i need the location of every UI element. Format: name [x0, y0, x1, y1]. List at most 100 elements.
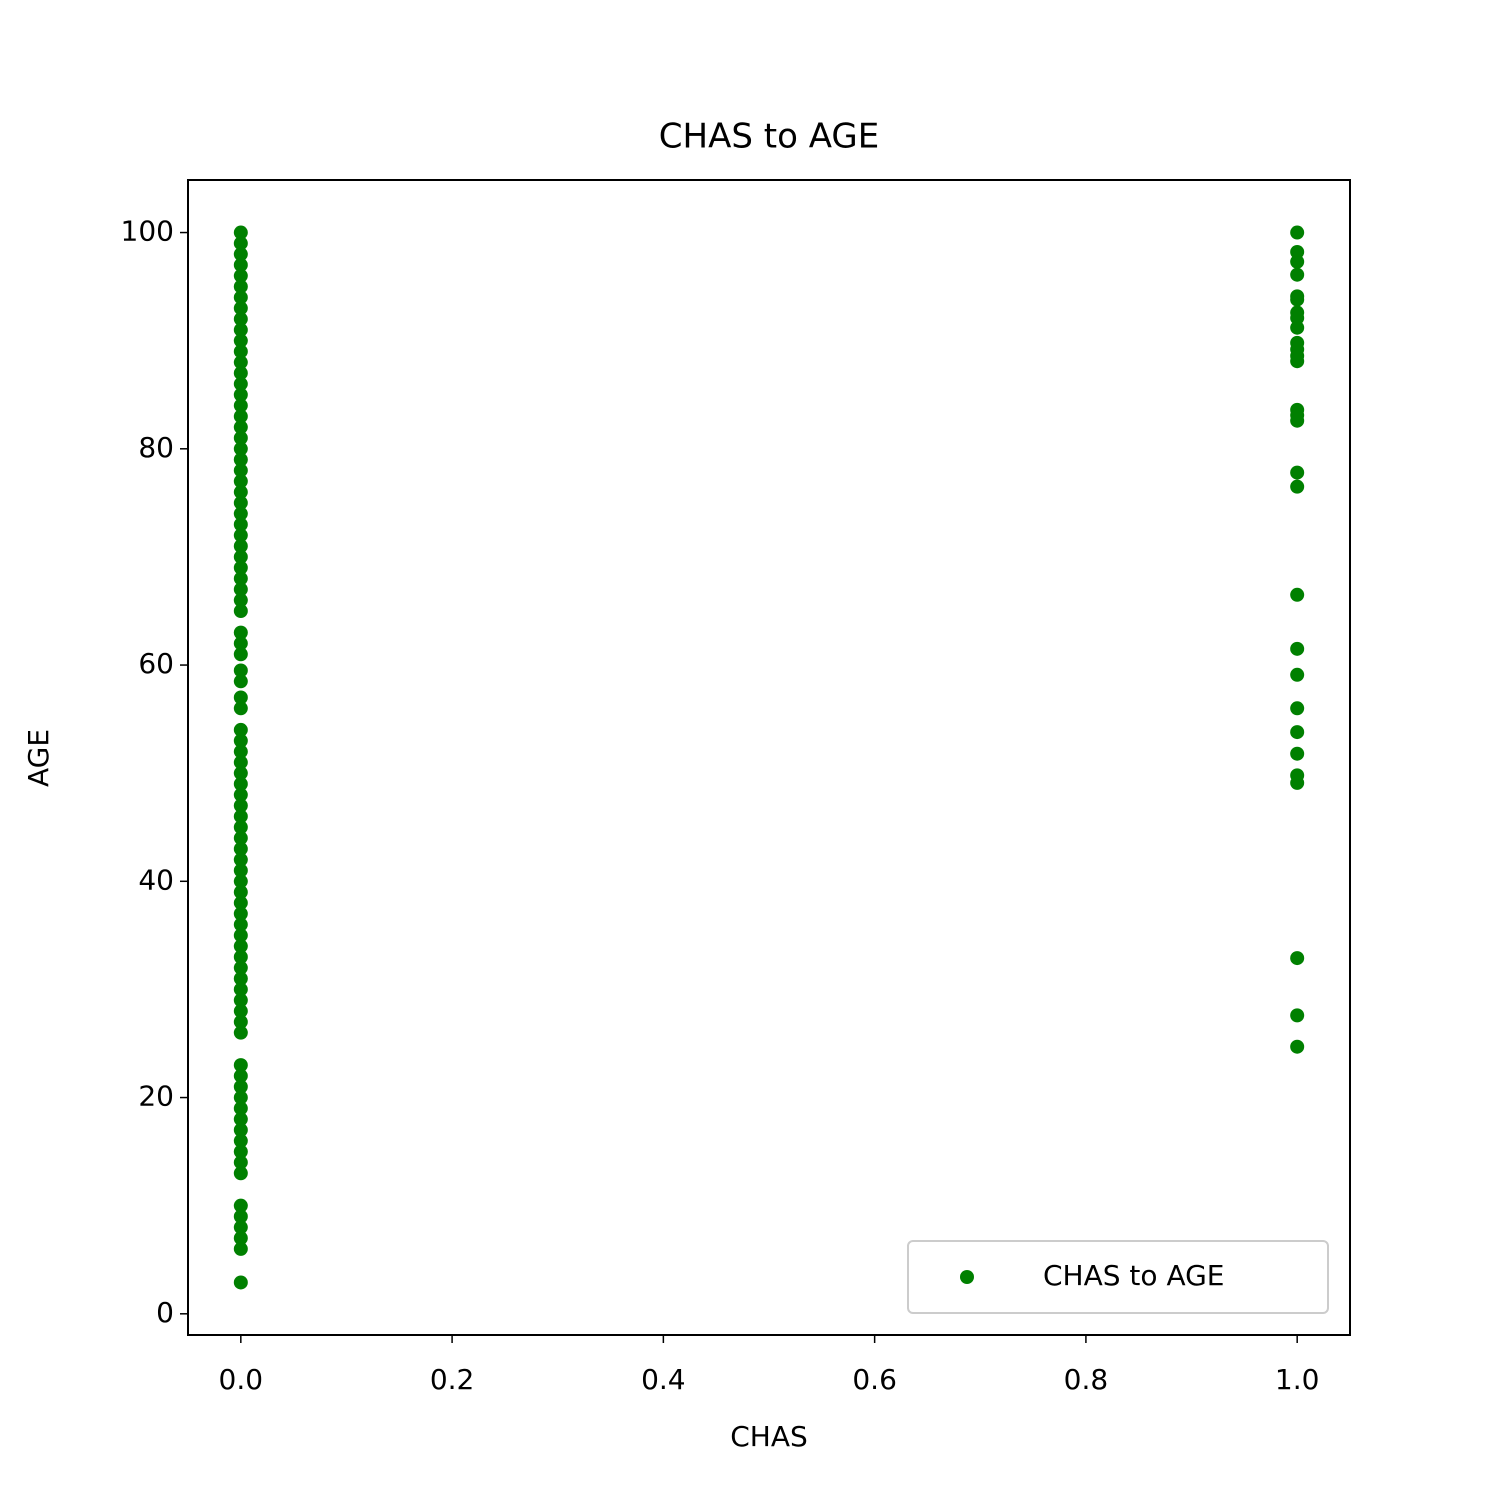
- point: [233, 636, 248, 651]
- y-tick-label: 100: [121, 215, 174, 248]
- point: [233, 474, 248, 489]
- point: [233, 874, 248, 889]
- point: [233, 1101, 248, 1116]
- point: [233, 674, 248, 689]
- point: [233, 366, 248, 381]
- point: [1290, 1008, 1305, 1023]
- point: [233, 1275, 248, 1290]
- point: [233, 1014, 248, 1029]
- point: [1290, 641, 1305, 656]
- point: [233, 312, 248, 327]
- point: [233, 885, 248, 900]
- point: [233, 225, 248, 240]
- point: [233, 787, 248, 802]
- point: [1290, 267, 1305, 282]
- point: [233, 1231, 248, 1246]
- point: [233, 1058, 248, 1073]
- point: [233, 993, 248, 1008]
- point: [1290, 320, 1305, 335]
- point: [233, 1122, 248, 1137]
- y-tick-label: 0: [156, 1296, 174, 1329]
- point: [233, 1112, 248, 1127]
- point: [233, 549, 248, 564]
- point: [233, 485, 248, 500]
- point: [233, 387, 248, 402]
- chart-title: CHAS to AGE: [659, 117, 879, 157]
- point: [233, 495, 248, 510]
- point: [233, 452, 248, 467]
- point: [233, 820, 248, 835]
- point: [1290, 775, 1305, 790]
- point: [233, 355, 248, 370]
- point: [1290, 354, 1305, 369]
- point: [1290, 254, 1305, 269]
- point: [233, 517, 248, 532]
- point: [233, 971, 248, 986]
- point: [233, 420, 248, 435]
- point: [233, 268, 248, 283]
- x-tick-label: 0.4: [641, 1363, 686, 1396]
- point: [233, 1004, 248, 1019]
- point: [233, 831, 248, 846]
- point: [233, 895, 248, 910]
- legend-marker: [960, 1270, 974, 1284]
- x-tick-label: 1.0: [1275, 1363, 1320, 1396]
- point: [233, 333, 248, 348]
- point: [233, 917, 248, 932]
- point: [233, 701, 248, 716]
- point: [233, 376, 248, 391]
- point: [233, 560, 248, 575]
- point: [233, 1079, 248, 1094]
- point: [233, 593, 248, 608]
- y-axis-label: AGE: [22, 729, 55, 787]
- point: [233, 1166, 248, 1181]
- x-tick-label: 0.6: [852, 1363, 897, 1396]
- x-tick-label: 0.2: [430, 1363, 475, 1396]
- point: [233, 506, 248, 521]
- point: [233, 1209, 248, 1224]
- x-axis-label: CHAS: [730, 1420, 808, 1453]
- point: [233, 409, 248, 424]
- point: [233, 755, 248, 770]
- point: [233, 863, 248, 878]
- point: [233, 463, 248, 478]
- point: [233, 722, 248, 737]
- point: [233, 247, 248, 262]
- y-tick-label: 80: [138, 431, 174, 464]
- point: [233, 744, 248, 759]
- point: [233, 539, 248, 554]
- y-tick-label: 20: [138, 1080, 174, 1113]
- point: [233, 1025, 248, 1040]
- point: [233, 776, 248, 791]
- point: [233, 798, 248, 813]
- point: [233, 301, 248, 316]
- point: [233, 1068, 248, 1083]
- point: [1290, 1039, 1305, 1054]
- plot-frame: [187, 179, 1351, 1336]
- point: [233, 733, 248, 748]
- legend-box: [907, 1240, 1329, 1314]
- x-tick-label: 0.0: [219, 1363, 264, 1396]
- point: [233, 528, 248, 543]
- point: [233, 841, 248, 856]
- point: [233, 928, 248, 943]
- point: [233, 982, 248, 997]
- point: [233, 1090, 248, 1105]
- point: [1290, 701, 1305, 716]
- point: [233, 322, 248, 337]
- point: [1290, 951, 1305, 966]
- point: [233, 603, 248, 618]
- point: [233, 949, 248, 964]
- point: [233, 571, 248, 586]
- point: [233, 441, 248, 456]
- point: [233, 852, 248, 867]
- point: [233, 1198, 248, 1213]
- point: [1290, 479, 1305, 494]
- point: [233, 430, 248, 445]
- point: [233, 1133, 248, 1148]
- point: [1290, 725, 1305, 740]
- y-tick-label: 40: [138, 863, 174, 896]
- point: [233, 939, 248, 954]
- point: [233, 809, 248, 824]
